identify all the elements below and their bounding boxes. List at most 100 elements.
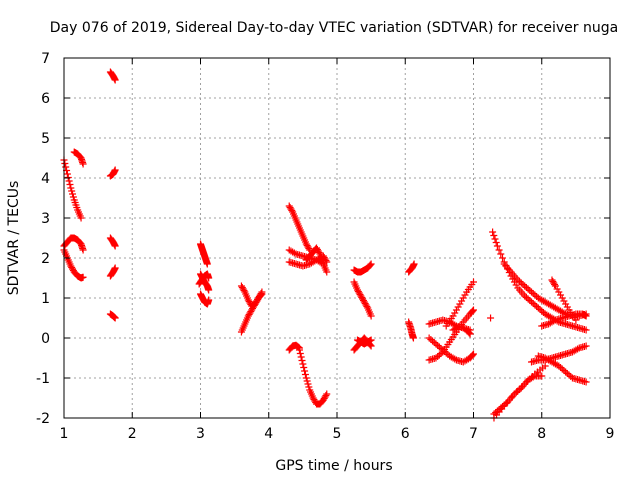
y-tick-label: 7: [41, 51, 50, 67]
data-point: [435, 343, 443, 351]
data-point: [459, 294, 467, 302]
data-point: [62, 163, 70, 171]
series-arc07: [106, 234, 119, 250]
data-point: [359, 295, 367, 303]
data-point: [470, 350, 477, 358]
data-point: [487, 314, 495, 322]
data-point: [362, 301, 370, 309]
y-tick-label: -1: [36, 371, 50, 387]
data-point: [490, 232, 498, 239]
data-point: [526, 297, 534, 304]
data-point: [432, 340, 440, 348]
data-point: [69, 193, 77, 201]
data-point: [77, 214, 85, 222]
data-point: [239, 285, 247, 293]
data-point: [249, 303, 257, 311]
series-arc21: [295, 346, 331, 408]
data-point: [553, 285, 561, 293]
data-point: [548, 276, 556, 284]
data-point: [361, 300, 369, 307]
data-point: [249, 305, 257, 312]
data-point: [519, 281, 527, 288]
series-arc25: [353, 336, 375, 348]
data-point: [205, 274, 213, 282]
data-point: [245, 298, 253, 305]
axis-ticks: [63, 57, 611, 419]
y-tick-label: 3: [41, 211, 50, 227]
series-arc08: [106, 264, 119, 280]
data-point: [550, 279, 558, 287]
data-point: [565, 371, 573, 379]
data-point: [514, 276, 522, 284]
x-tick-label: 6: [401, 426, 410, 442]
data-point: [522, 284, 530, 291]
data-point: [296, 350, 304, 357]
data-point: [248, 306, 256, 314]
data-point: [79, 246, 87, 254]
data-point: [321, 393, 329, 401]
data-point: [111, 166, 119, 174]
data-point: [562, 368, 570, 376]
series-arc09: [106, 310, 119, 322]
x-tick-label: 7: [469, 426, 478, 442]
data-point: [301, 371, 309, 378]
data-point: [314, 247, 322, 255]
data-point: [493, 242, 501, 250]
data-point: [512, 281, 520, 289]
y-tick-label: 0: [41, 331, 50, 347]
data-point: [489, 228, 497, 236]
x-tick-label: 8: [537, 426, 546, 442]
data-point: [491, 235, 499, 243]
data-point: [288, 207, 296, 214]
series-arc19: [302, 244, 327, 266]
data-point: [303, 377, 311, 385]
data-point: [302, 240, 310, 248]
data-point: [499, 254, 507, 262]
data-point: [245, 311, 253, 318]
data-point: [320, 395, 328, 402]
data-point: [432, 354, 440, 362]
data-point: [493, 407, 501, 415]
data-point: [465, 329, 473, 337]
data-point: [563, 303, 571, 311]
series-arc33: [487, 314, 495, 322]
data-point: [560, 367, 568, 374]
data-point: [521, 292, 529, 300]
data-point: [469, 307, 477, 315]
data-point: [430, 339, 438, 346]
data-point: [79, 160, 87, 168]
data-point: [512, 389, 520, 396]
data-point: [356, 291, 364, 298]
data-point: [247, 308, 255, 315]
series-arc22: [350, 260, 375, 276]
data-point: [299, 360, 307, 368]
data-point: [69, 265, 77, 273]
data-point: [302, 374, 310, 382]
data-point: [454, 303, 462, 311]
data-point: [558, 294, 566, 302]
data-point: [528, 288, 536, 296]
y-tick-label: 5: [41, 131, 50, 147]
data-point: [497, 250, 505, 258]
data-point: [550, 317, 558, 325]
data-point: [205, 286, 213, 294]
data-point: [250, 302, 258, 309]
data-point: [363, 303, 371, 310]
data-point: [495, 246, 503, 254]
data-point: [529, 300, 537, 307]
data-point: [524, 285, 532, 293]
data-point: [298, 357, 306, 364]
data-point: [310, 396, 318, 403]
series-arc02: [70, 148, 87, 168]
data-point: [68, 264, 76, 271]
data-point: [582, 378, 590, 386]
series-arc05: [106, 68, 119, 84]
data-point: [203, 260, 211, 268]
data-point: [65, 177, 73, 185]
data-point: [435, 351, 443, 359]
series-arc16: [285, 202, 314, 254]
data-point: [111, 264, 119, 272]
data-point: [458, 297, 466, 305]
series-arc40: [534, 352, 590, 386]
